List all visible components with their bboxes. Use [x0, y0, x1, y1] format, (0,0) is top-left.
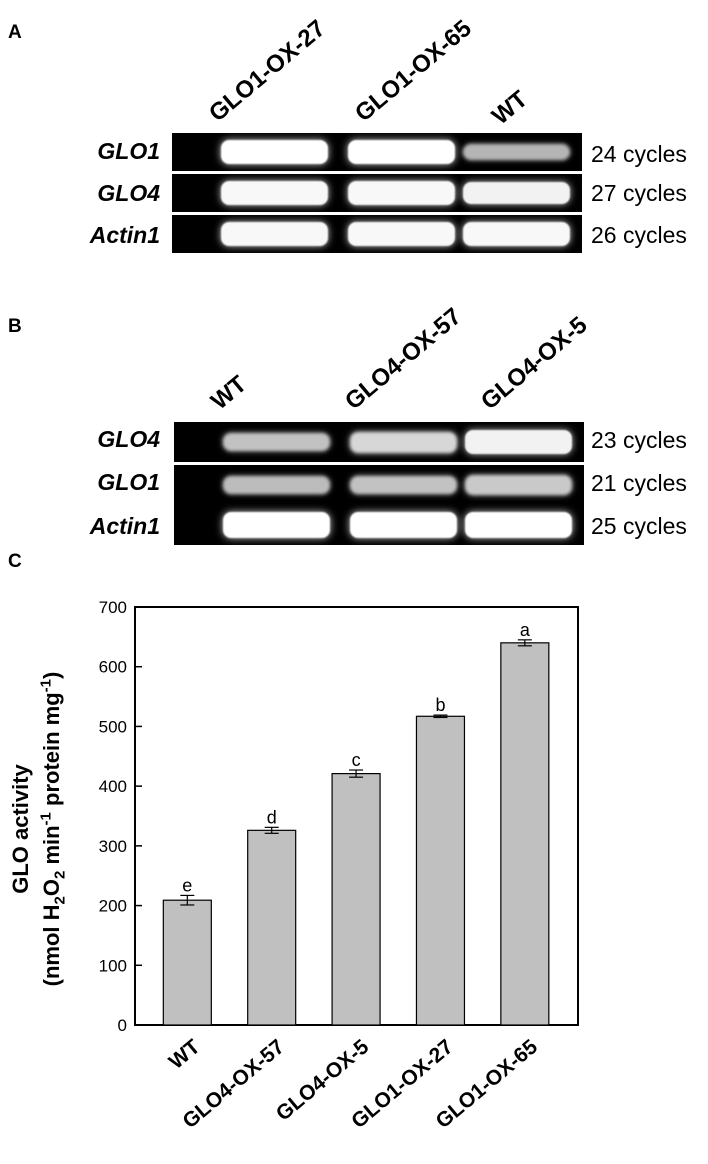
y-tick-label-300: 300	[99, 837, 127, 856]
panel-b-lane-2: GLO4-OX-57	[340, 302, 467, 416]
panel-a-band-r3-l1	[221, 222, 328, 246]
panel-b-gene-1: GLO4	[97, 426, 160, 452]
panel-a-cycles-1: 24 cycles	[591, 141, 687, 167]
panel-a-letter: A	[8, 22, 22, 43]
panel-b-band-r3-l1	[223, 512, 330, 538]
panel-a-cycles-3: 26 cycles	[591, 222, 687, 248]
y-tick-label-100: 100	[99, 956, 127, 975]
bar-GLO1-OX-65	[500, 642, 550, 1026]
panel-a-band-r2-l3	[463, 181, 570, 205]
panel-a-band-r2-l2	[348, 181, 455, 205]
panel-b-letter: B	[8, 316, 22, 337]
panel-a-gel-row-1	[172, 133, 582, 171]
panel-a-band-r1-l2	[348, 140, 455, 164]
panel-c-letter: C	[8, 551, 22, 572]
panel-a-lane-3: WT	[487, 85, 533, 131]
x-category-label-WT: WT	[165, 1035, 205, 1074]
panel-a-cycles-2: 27 cycles	[591, 180, 687, 206]
panel-a-band-r3-l3	[463, 222, 570, 246]
significance-letter-GLO4-OX-57: d	[267, 807, 277, 827]
panel-b-cycles-2: 21 cycles	[591, 470, 687, 496]
panel-b-gel-row-1	[174, 422, 584, 462]
y-tick-label-600: 600	[99, 658, 127, 677]
panel-b-band-r2-l3	[465, 475, 572, 495]
panel-b-band-r2-l1	[223, 475, 330, 495]
bar-WT	[162, 899, 212, 1026]
bar-GLO4-OX-5	[331, 773, 381, 1026]
y-tick-label-700: 700	[99, 598, 127, 617]
significance-letter-GLO1-OX-27: b	[435, 695, 445, 715]
panel-a-band-r1-l1	[221, 140, 328, 164]
panel-a-lane-1: GLO1-OX-27	[204, 14, 331, 128]
panel-a-gene-3: Actin1	[89, 222, 160, 248]
panel-a-band-r2-l1	[221, 181, 328, 205]
panel-a-band-r1-l3	[463, 143, 570, 161]
panel-a-band-r3-l2	[348, 222, 455, 246]
significance-letter-WT: e	[182, 875, 192, 895]
panel-b-gel-row-3	[174, 505, 584, 545]
panel-a-gel-row-2	[172, 174, 582, 212]
panel-b-lane-1: WT	[206, 370, 252, 416]
panel-b-cycles-3: 25 cycles	[591, 513, 687, 539]
bar-GLO1-OX-27	[415, 715, 466, 1026]
panel-a-gel-row-3	[172, 215, 582, 253]
y-tick-label-400: 400	[99, 777, 127, 796]
bar-chart: 0100200300400500600700eWTdGLO4-OX-57cGLO…	[99, 598, 579, 1133]
panel-b-band-r1-l1	[223, 432, 330, 452]
panel-b-band-r1-l2	[350, 431, 457, 453]
panel-a-lane-2: GLO1-OX-65	[350, 14, 477, 128]
panel-b-lane-3: GLO4-OX-5	[476, 311, 593, 416]
panel-b-band-r3-l3	[465, 512, 572, 538]
y-tick-label-200: 200	[99, 897, 127, 916]
y-tick-label-500: 500	[99, 717, 127, 736]
significance-letter-GLO1-OX-65: a	[520, 620, 531, 640]
panel-b-gene-3: Actin1	[89, 513, 160, 539]
panel-b-band-r1-l3	[465, 430, 572, 454]
bar-GLO4-OX-57	[247, 829, 297, 1026]
panel-b-band-r2-l2	[350, 475, 457, 495]
panel-b-gel-row-2	[174, 465, 584, 505]
panel-b-band-r3-l2	[350, 512, 457, 538]
y-tick-label-0: 0	[118, 1016, 127, 1035]
panel-b-cycles-1: 23 cycles	[591, 427, 687, 453]
panel-a-gene-2: GLO4	[97, 180, 160, 206]
panel-a-gene-1: GLO1	[97, 138, 160, 164]
panel-b-gene-2: GLO1	[97, 469, 160, 495]
significance-letter-GLO4-OX-5: c	[352, 750, 361, 770]
